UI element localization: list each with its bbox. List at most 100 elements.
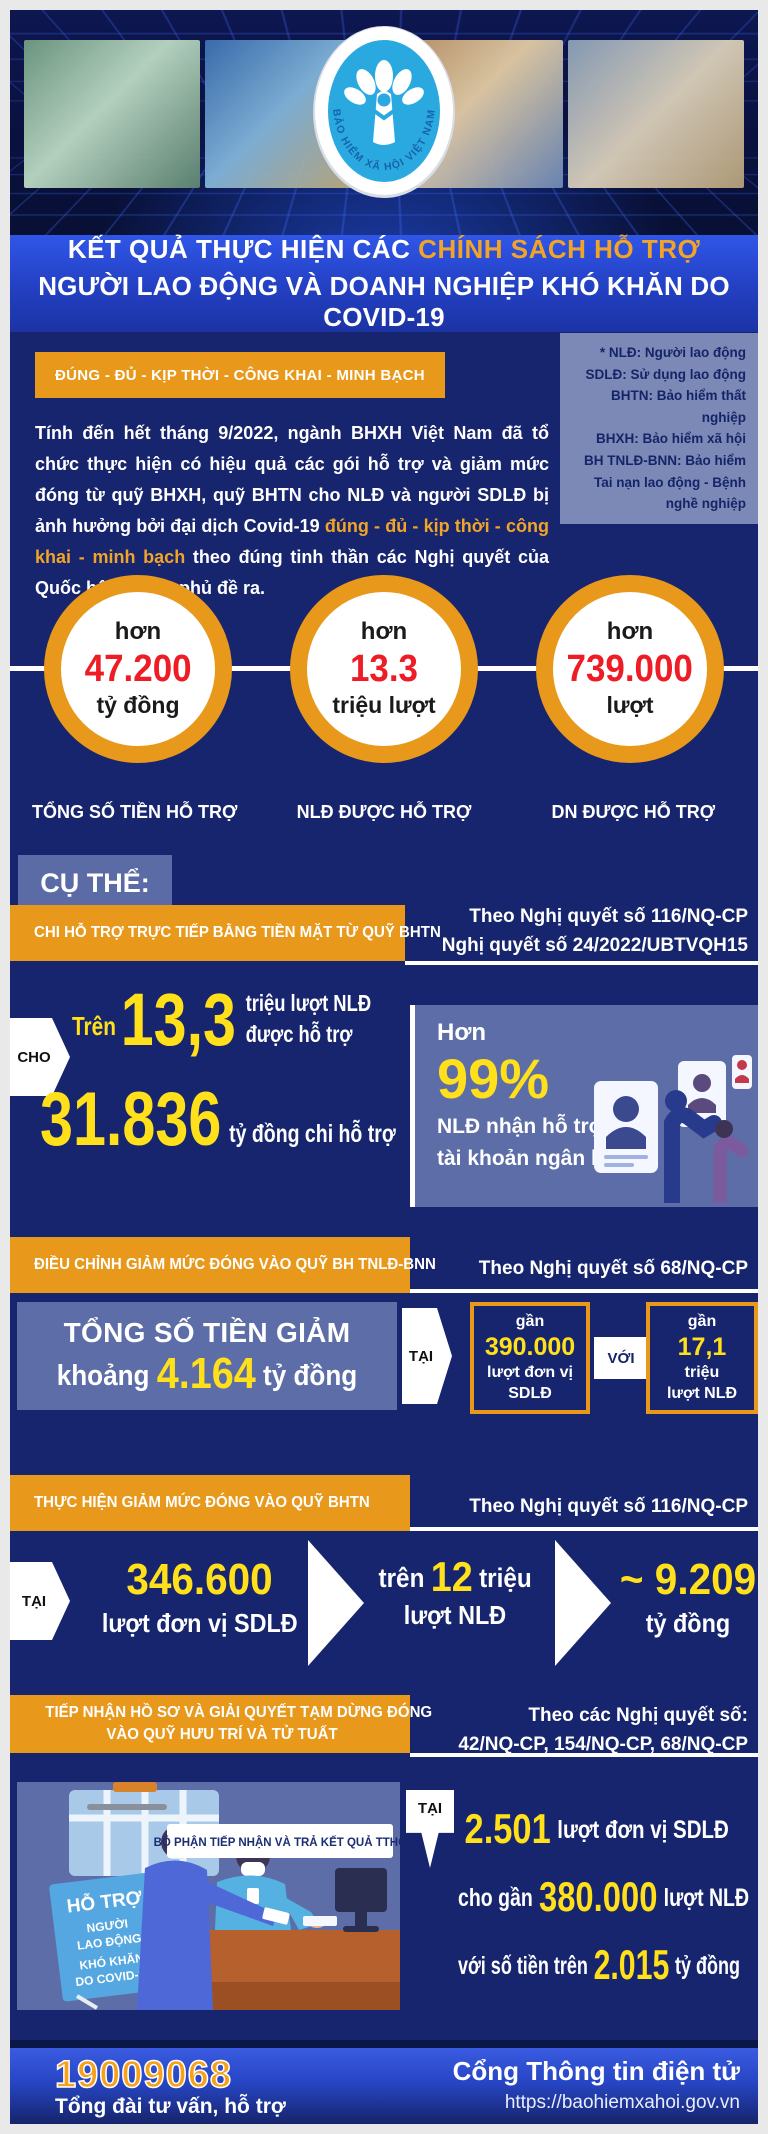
voi-connector: VỚI: [594, 1337, 648, 1379]
line-unit: lượt NLĐ: [663, 1883, 750, 1912]
line-value: 2.015: [593, 1941, 670, 1988]
reduction-unit: tỷ đồng: [263, 1359, 358, 1392]
card-unit: SDLĐ: [508, 1384, 552, 1402]
citation-line: Nghị quyết số 24/2022/UBTVQH15: [441, 934, 748, 956]
line-value: 2.501: [464, 1805, 551, 1852]
tai-arrow-label: TẠI: [408, 1347, 434, 1365]
section2-citation: Theo Nghị quyết số 68/NQ-CP: [478, 1258, 748, 1279]
step-value: 346.600: [126, 1555, 274, 1604]
card-prefix: gần: [687, 1313, 717, 1331]
step-prefix: trên: [378, 1562, 425, 1593]
note-line: BHTN: Bảo hiểm thất nghiệp: [611, 388, 746, 425]
section3-rule: [410, 1527, 758, 1531]
section1-bar: CHI HỖ TRỢ TRỰC TIẾP BẰNG TIỀN MẶT TỪ QU…: [10, 905, 441, 961]
total-reduction-box: TỔNG SỐ TIỀN GIẢM khoảng 4.164 tỷ đồng: [17, 1302, 397, 1410]
stat-prefix: hơn: [606, 618, 654, 646]
stat-circle-enterprises: hơn 739.000 lượt: [536, 575, 724, 763]
section4-bar: TIẾP NHẬN HỒ SƠ VÀ GIẢI QUYẾT TẠM DỪNG Đ…: [10, 1695, 432, 1753]
box-line: tài khoản ngân hàng: [437, 1146, 642, 1170]
section4-bar-line2: VÀO QUỸ HƯU TRÍ VÀ TỬ TUẤT: [106, 1726, 338, 1743]
section3-citation: Theo Nghị quyết số 116/NQ-CP: [469, 1496, 748, 1517]
box-prefix: Hơn: [437, 1019, 487, 1046]
hotline-label: Tổng đài tư vấn, hỗ trợ: [55, 2095, 286, 2118]
id-cards-illustration: [594, 1055, 752, 1203]
section1-bar-label: CHI HỖ TRỢ TRỰC TIẾP BẰNG TIỀN MẶT TỪ QU…: [34, 924, 441, 942]
step1: 346.600 lượt đơn vị SDLĐ: [100, 1558, 300, 1639]
section4-rule: [410, 1753, 758, 1757]
cho-arrow-label: CHO: [17, 1048, 51, 1066]
stat-prefix: hơn: [360, 618, 408, 646]
bank-transfer-box: Hơn 99% NLĐ nhận hỗ trợ qua tài khoản ng…: [410, 1005, 758, 1207]
row1-unit: triệu lượt NLĐ: [245, 990, 372, 1016]
title-band: KẾT QUẢ THỰC HIỆN CÁC CHÍNH SÁCH HỖ TRỢ …: [10, 234, 758, 332]
main-title-line1: KẾT QUẢ THỰC HIỆN CÁC CHÍNH SÁCH HỖ TRỢ: [10, 234, 758, 265]
support-sign: HỖ TRỢ NGƯỜI LAO ĐỘNG KHÓ KHĂN DO COVID-…: [49, 1872, 168, 2002]
stat-value: 739.000: [566, 647, 694, 690]
note-line: BH TNLĐ-BNN: Bảo hiểm Tai nạn lao động -…: [584, 452, 746, 512]
intro-text: Tính đến hết tháng 9/2022, ngành BHXH Vi…: [35, 423, 549, 536]
note-line: BHXH: Bảo hiểm xã hội: [595, 431, 746, 447]
stat-prefix: hơn: [114, 618, 162, 646]
stat-circle-workers: hơn 13.3 triệu lượt: [290, 575, 478, 763]
note-line: SDLĐ: Sử dụng lao động: [585, 366, 746, 382]
card-unit: triệu: [684, 1363, 720, 1381]
slogan-badge: ĐÚNG - ĐỦ - KỊP THỜI - CÔNG KHAI - MINH …: [35, 352, 445, 398]
stat-label: NLĐ ĐƯỢC HỖ TRỢ: [296, 802, 472, 822]
svg-text:NGƯỜI: NGƯỜI: [86, 1915, 129, 1935]
card-unit: lượt NLĐ: [666, 1384, 738, 1402]
lotus-icon: [344, 60, 424, 145]
stat-unit: lượt: [606, 692, 654, 719]
section1-rule: [405, 961, 758, 965]
detail-heading: CỤ THỂ:: [18, 855, 172, 911]
stat-value: 13.3: [349, 647, 419, 690]
section2-bar-label: ĐIỀU CHỈNH GIẢM MỨC ĐÓNG VÀO QUỸ BH TNLĐ…: [34, 1256, 436, 1274]
abbreviation-note: * NLĐ: Người lao động SDLĐ: Sử dụng lao …: [560, 333, 758, 524]
citation-line: 42/NQ-CP, 154/NQ-CP, 68/NQ-CP: [458, 1733, 748, 1755]
main-title-line2: NGƯỜI LAO ĐỘNG VÀ DOANH NGHIỆP KHÓ KHĂN …: [38, 271, 730, 332]
line-prefix: với số tiền trên: [458, 1951, 588, 1980]
stat-value: 47.200: [84, 647, 192, 690]
stat-label: TỔNG SỐ TIỀN HỖ TRỢ: [31, 802, 238, 822]
sdld-card: gần 390.000 lượt đơn vị SDLĐ: [470, 1302, 590, 1414]
card-value: 390.000: [484, 1333, 576, 1362]
box-percentage: 99%: [437, 1047, 550, 1110]
line-prefix: cho gần: [458, 1883, 533, 1912]
tai-bubble-label: TẠI: [417, 1800, 443, 1817]
hotline-number: 19009068: [54, 2053, 233, 2097]
step3: ~ 9.209 tỷ đồng: [618, 1558, 758, 1639]
portal-url-link[interactable]: https://baohiemxahoi.gov.vn: [504, 2092, 740, 2113]
section3-bar: THỰC HIỆN GIẢM MỨC ĐÓNG VÀO QUỸ BHTN: [10, 1475, 410, 1531]
row2-value: 31.836: [40, 1077, 222, 1162]
section4-line1: 2.501 lượt đơn vị SDLĐ: [458, 1805, 729, 1852]
banner: BẢO HIỂM XÃ HỘI VIỆT NAM: [10, 10, 758, 235]
row1-prefix: Trên: [72, 1011, 116, 1042]
row1-unit: được hỗ trợ: [245, 1021, 353, 1048]
step-unit: lượt đơn vị SDLĐ: [102, 1608, 298, 1638]
tai-arrow: TẠI: [10, 1562, 70, 1640]
card-unit: lượt đơn vị: [487, 1363, 573, 1381]
stat-label: DN ĐƯỢC HỖ TRỢ: [551, 802, 716, 822]
line-unit: tỷ đồng: [675, 1951, 741, 1980]
stat-unit: tỷ đồng: [96, 692, 180, 719]
row1-value: 13,3: [120, 978, 236, 1062]
intro-paragraph: Tính đến hết tháng 9/2022, ngành BHXH Vi…: [35, 418, 549, 604]
chevron-arrow: [555, 1540, 611, 1666]
step-value: ~ 9.209: [619, 1555, 757, 1604]
banner-photo: [567, 40, 744, 188]
section4-line3: với số tiền trên 2.015 tỷ đồng: [458, 1941, 741, 1988]
section4-bar-line1: TIẾP NHẬN HỒ SƠ VÀ GIẢI QUYẾT TẠM DỪNG Đ…: [45, 1704, 433, 1722]
line-value: 380.000: [538, 1873, 658, 1920]
section1-row1: Trên 13,3 triệu lượt NLĐ được hỗ trợ: [72, 978, 446, 1062]
stat-labels-row: TỔNG SỐ TIỀN HỖ TRỢ NLĐ ĐƯỢC HỖ TRỢ DN Đ…: [10, 802, 758, 823]
tai-arrow: TẠI: [402, 1308, 452, 1404]
row2-unit: tỷ đồng chi hỗ trợ: [229, 1119, 396, 1148]
card-prefix: gần: [515, 1313, 545, 1331]
step-unit: lượt NLĐ: [403, 1599, 507, 1630]
poster: BẢO HIỂM XÃ HỘI VIỆT NAM KẾT QUẢ THỰC HI…: [10, 10, 758, 2124]
person-icon: [377, 93, 391, 107]
reduction-value: 4.164: [156, 1349, 256, 1399]
desk-sign: BỘ PHẬN TIẾP NHẬN VÀ TRẢ KẾT QUẢ TTHC: [154, 1824, 400, 1858]
intro-highlight: đúng - đủ - kịp thời - công khai - minh …: [35, 515, 549, 567]
bhxh-logo: BẢO HIỂM XÃ HỘI VIỆT NAM: [313, 26, 455, 198]
